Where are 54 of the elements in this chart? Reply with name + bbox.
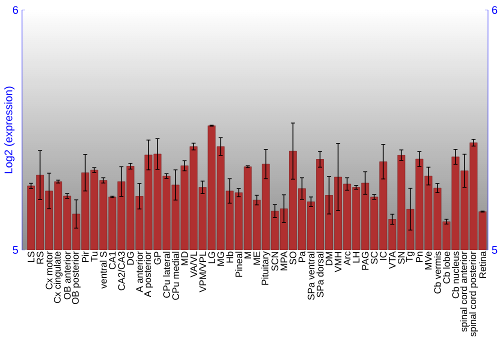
x-tick-label: CA1 [108,252,116,270]
x-tick-label: Tg [406,252,415,262]
x-tick-label: PAG [362,252,369,270]
x-tick-label: Cx cingulate [54,252,63,303]
x-tick-label: DM [326,252,332,266]
x-tick-label: ventral S [100,252,107,289]
x-tick-label: SCN [272,252,278,271]
x-tick-label: DG [127,252,134,265]
x-tick-label: A posterior [144,251,153,298]
x-tick-label: Cb lobe [442,252,450,284]
x-tick-label: RS [36,252,44,264]
x-tick-label: SN [398,252,405,264]
x-tick-label: SO [290,252,296,264]
x-tick-label: SPa dorsal [316,252,324,298]
x-tick-label: Pineal [235,252,242,277]
x-tick-label: SPa ventral [308,252,314,300]
x-tick-label: LH [352,252,360,263]
x-tick-label: spinal cord posterior [469,251,478,336]
x-tick-label: Retina [479,251,486,278]
y2-tick-label: 5 [492,246,498,254]
x-tick-label: GP [154,252,161,264]
x-tick-label: Cx motor [46,251,52,290]
x-tick-label: MD [181,252,188,266]
x-tick-label: VTA [389,251,396,269]
x-tick-label: VPM/VPL [199,252,206,292]
x-tick-label: CPu medial [172,252,180,300]
x-tick-label: Hb [226,252,234,263]
x-tick-label: ME [254,252,260,265]
x-tick-label: SC [370,252,378,264]
x-tick-label: MVe [425,252,432,270]
y2-tick-label: 6 [492,6,498,14]
y-axis-title: Log2 (expression) [4,86,14,174]
x-tick-label: Cb nucleus [452,252,459,298]
x-tick-label: Tu [90,252,98,262]
x-tick-label: OB anterior [64,251,71,300]
x-tick-label: A anterior [136,251,143,292]
x-tick-label: LS [28,252,34,262]
x-tick-label: Cb vermis [434,252,441,294]
x-tick-label: CPu lateral [163,252,170,298]
x-tick-label: Pa [298,251,306,262]
x-tick-label: IC [380,252,387,260]
x-tick-label: MG [217,252,224,266]
x-tick-label: Pir [82,251,89,262]
x-tick-label: VA/VL [190,251,198,278]
x-tick-label: spinal cord anterior [460,251,469,332]
x-tick-label: Pn [416,252,423,262]
x-tick-label: CA2/CA3 [118,252,125,290]
x-tick-label: Arc [344,251,350,266]
x-tick-label: Pituitary [261,251,270,285]
x-tick-label: VMH [334,252,342,272]
x-tick-label: M [244,252,252,258]
x-tick-label: LG [208,252,216,264]
x-tick-label: MPA [280,251,288,270]
x-tick-label: OB posterior [72,251,81,304]
